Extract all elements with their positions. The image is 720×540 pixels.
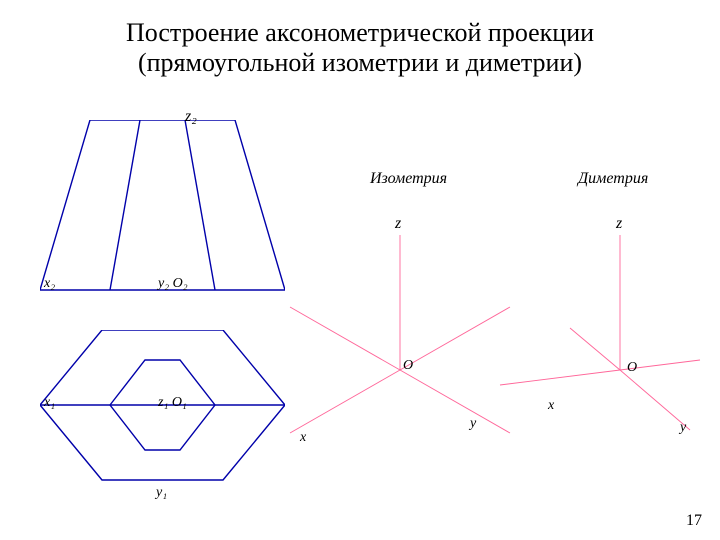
title-line-1: Построение аксонометрической проекции (126, 18, 594, 47)
dimetry-axes (490, 210, 720, 450)
title-line-2: (прямоугольной изометрии и диметрии) (138, 48, 582, 77)
label-x-dim: x (548, 398, 554, 414)
label-z-iso: z (395, 215, 401, 233)
label-x-iso: x (300, 430, 306, 446)
front-view (40, 120, 285, 292)
label-dim-title: Диметрия (578, 170, 648, 188)
label-z1O1: z₁ O₁ (158, 395, 187, 411)
label-y2O2: y₂ O₂ (158, 276, 188, 292)
label-z2: z₂ (185, 108, 197, 126)
label-y1: y₁ (156, 485, 167, 501)
label-O-dim: O (627, 360, 637, 376)
page-number: 17 (686, 512, 702, 530)
page-root: Построение аксонометрической проекции (п… (0, 0, 720, 540)
label-y-dim: y (680, 420, 686, 436)
label-O-iso: O (403, 358, 413, 374)
label-y-iso: y (470, 416, 476, 432)
label-iso-title: Изометрия (370, 170, 447, 188)
label-x1: x₁ (44, 395, 55, 411)
page-title: Построение аксонометрической проекции (п… (0, 18, 720, 78)
label-z-dim: z (616, 215, 622, 233)
label-x2: x₂ (44, 276, 55, 292)
